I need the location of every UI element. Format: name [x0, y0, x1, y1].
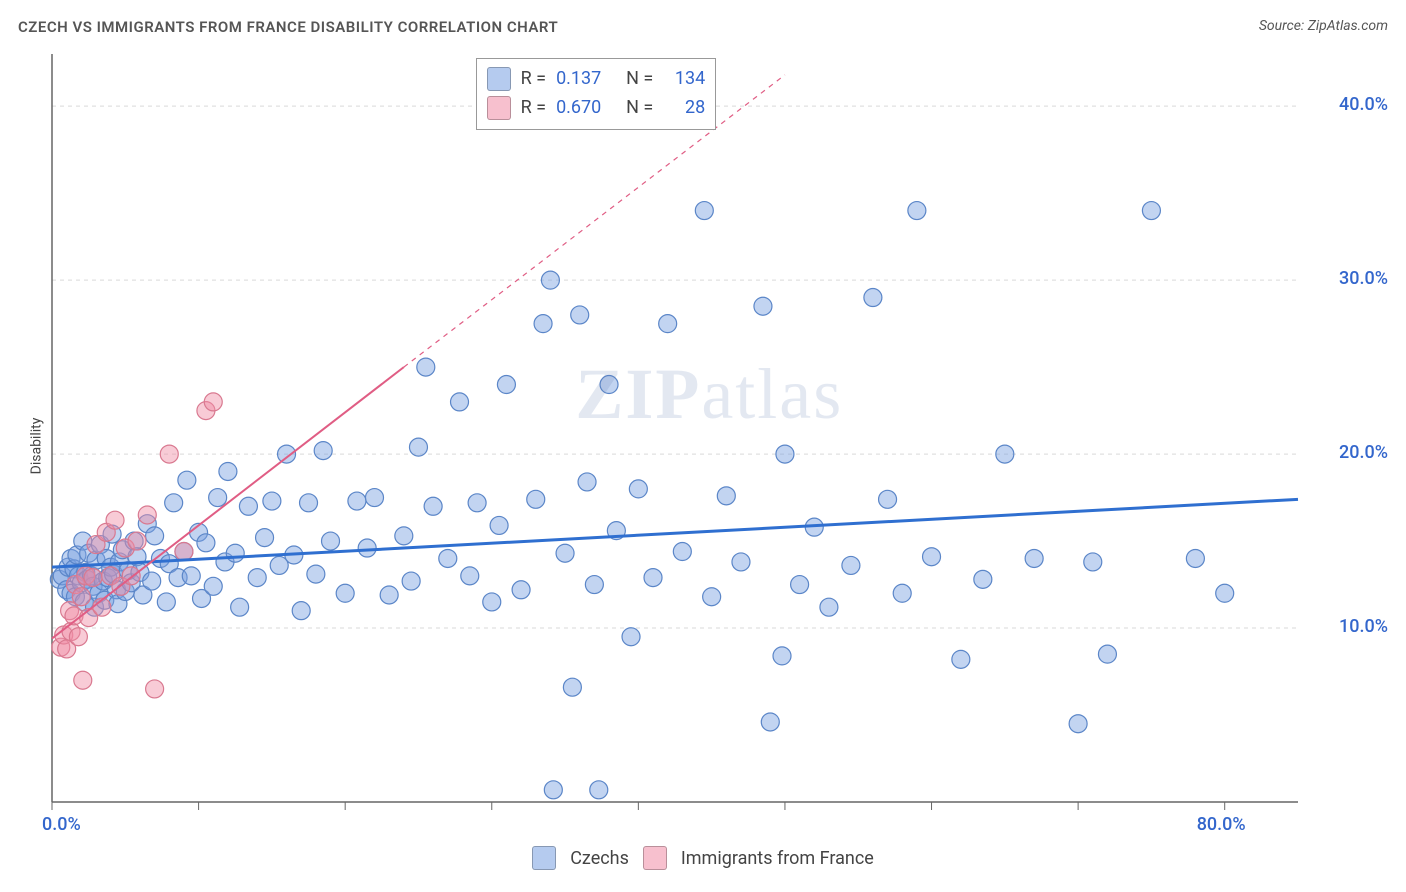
x-tick-label: 0.0%	[42, 814, 81, 835]
plot-area: ZIPatlas R =0.137N =134R =0.670N =28	[44, 44, 1388, 832]
legend-n-value: 134	[663, 65, 705, 94]
series-legend: Czechs Immigrants from France	[0, 846, 1406, 870]
legend-swatch	[532, 846, 556, 870]
legend-r-label: R =	[521, 65, 546, 94]
y-tick-label: 10.0%	[1339, 616, 1388, 637]
source-label: Source: ZipAtlas.com	[1259, 18, 1388, 34]
legend-r-label: R =	[521, 94, 546, 123]
legend-r-value: 0.670	[556, 94, 616, 123]
legend-n-value: 28	[663, 94, 705, 123]
x-tick-label: 80.0%	[1197, 814, 1246, 835]
correlation-legend: R = 0.137 N = 134 R = 0.670 N = 28	[476, 58, 717, 130]
chart-container: CZECH VS IMMIGRANTS FROM FRANCE DISABILI…	[0, 0, 1406, 892]
y-tick-label: 40.0%	[1339, 94, 1388, 115]
legend-n-label: N =	[626, 65, 653, 94]
legend-series-label: Czechs	[570, 848, 629, 869]
legend-row: R = 0.670 N = 28	[487, 94, 706, 123]
legend-swatch	[487, 96, 511, 120]
legend-swatch	[487, 67, 511, 91]
y-tick-label: 30.0%	[1339, 268, 1388, 289]
legend-swatch	[643, 846, 667, 870]
y-tick-label: 20.0%	[1339, 442, 1388, 463]
scatter-plot-svg	[44, 44, 1388, 832]
legend-r-value: 0.137	[556, 65, 616, 94]
y-axis-label: Disability	[28, 418, 44, 475]
chart-title: CZECH VS IMMIGRANTS FROM FRANCE DISABILI…	[18, 18, 558, 36]
legend-row: R = 0.137 N = 134	[487, 65, 706, 94]
legend-n-label: N =	[626, 94, 653, 123]
legend-series-label: Immigrants from France	[681, 848, 874, 869]
